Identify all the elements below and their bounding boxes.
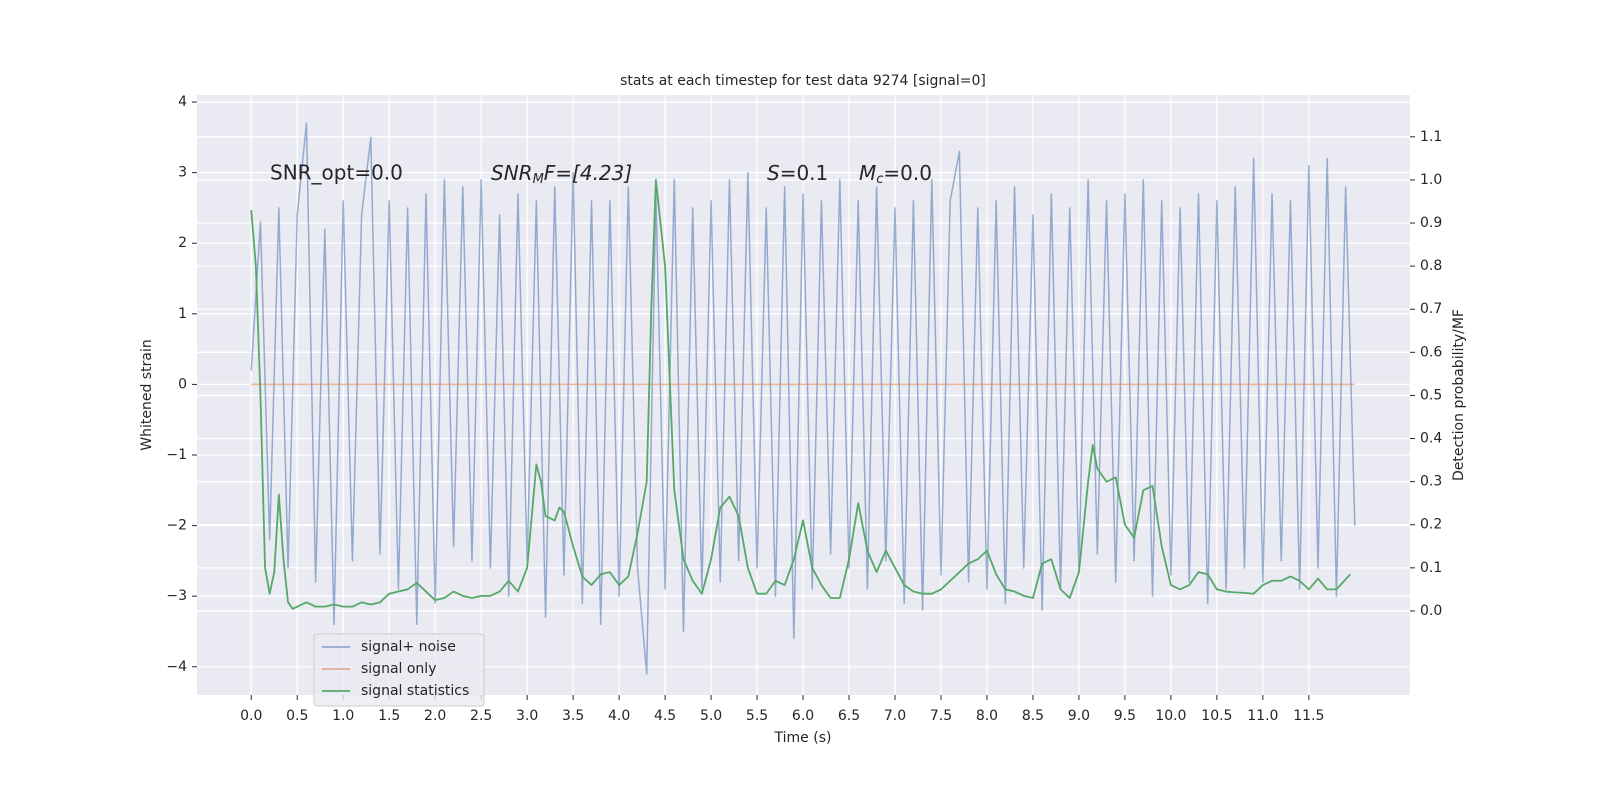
x-tick-label: 1.5: [378, 708, 400, 724]
legend: signal+ noise signal only signal statistic…: [313, 633, 485, 707]
x-tick-label: 0.0: [240, 708, 262, 724]
legend-label: signal statistics: [361, 683, 469, 699]
y-tick-label: 4: [178, 94, 187, 110]
x-tick-label: 3.5: [562, 708, 584, 724]
x-tick-label: 5.0: [700, 708, 722, 724]
annotation-part: =0.0: [883, 161, 932, 185]
x-tick-label: 6.0: [792, 708, 814, 724]
annotation-part: M: [533, 172, 544, 187]
x-tick-label: 8.0: [976, 708, 998, 724]
x-tick-label: 10.0: [1155, 708, 1186, 724]
y2-tick-label: 1.1: [1420, 129, 1442, 145]
y-tick-label: −4: [166, 659, 187, 675]
y-tick-label: −1: [166, 447, 187, 463]
annotation: SNRMF=[4.23]: [491, 161, 632, 187]
annotation-part: =0.1: [780, 161, 829, 185]
y2-tick-label: 0.4: [1420, 431, 1442, 447]
x-tick-label: 2.0: [424, 708, 446, 724]
legend-box: [313, 633, 485, 707]
x-tick-label: 4.5: [654, 708, 676, 724]
annotation: SNR_opt=0.0: [270, 161, 403, 185]
legend-label: signal+ noise: [361, 639, 456, 655]
axes: 0.0 0.5 1.0 1.5 2.0 2.5 3.0 3.5 4.0 4.5 5.0 5.5 6.0 6…: [166, 94, 1442, 724]
y2-tick-label: 0.0: [1420, 603, 1442, 619]
legend-label: signal only: [361, 661, 436, 677]
x-tick-label: 7.0: [884, 708, 906, 724]
x-tick-label: 5.5: [746, 708, 768, 724]
x-tick-label: 10.5: [1201, 708, 1232, 724]
y2-tick-label: 0.9: [1420, 215, 1442, 231]
annotation: S=0.1: [767, 161, 828, 185]
x-tick-label: 2.5: [470, 708, 492, 724]
y2-axis-label: Detection probability/MF: [1451, 309, 1467, 481]
annotation-part: SNR: [491, 161, 533, 185]
y2-tick-label: 1.0: [1420, 172, 1442, 188]
y2-tick-label: 0.2: [1420, 517, 1442, 533]
y2-tick-label: 0.6: [1420, 344, 1442, 360]
annotation-part: S: [767, 161, 780, 185]
y-tick-label: −2: [166, 518, 187, 534]
chart-title: stats at each timestep for test data 927…: [620, 73, 986, 89]
marks: [250, 122, 1356, 675]
y2-tick-label: 0.3: [1420, 474, 1442, 490]
x-tick-label: 3.0: [516, 708, 538, 724]
x-tick-label: 0.5: [286, 708, 308, 724]
x-axis-label: Time (s): [774, 730, 832, 746]
x-tick-label: 7.5: [930, 708, 952, 724]
annotation: Mc=0.0: [859, 161, 932, 187]
x-tick-label: 1.0: [332, 708, 354, 724]
y-tick-label: 0: [178, 376, 187, 392]
annotation-part: c: [876, 172, 883, 187]
y2-tick-label: 0.7: [1420, 301, 1442, 317]
x-tick-label: 8.5: [1022, 708, 1044, 724]
y2-tick-label: 0.5: [1420, 387, 1442, 403]
series-line: [250, 122, 1356, 675]
x-tick-label: 11.0: [1247, 708, 1278, 724]
annotation-part: F=[4.23]: [544, 161, 632, 185]
y2-tick-label: 0.1: [1420, 560, 1442, 576]
y-tick-label: −3: [166, 588, 187, 604]
x-tick-label: 9.0: [1068, 708, 1090, 724]
x-tick-label: 9.5: [1114, 708, 1136, 724]
series-line: [250, 179, 1351, 610]
x-tick-label: 6.5: [838, 708, 860, 724]
y-tick-label: 2: [178, 235, 187, 251]
y-tick-label: 1: [178, 306, 187, 322]
y-tick-label: 3: [178, 165, 187, 181]
annotation-part: M: [859, 161, 876, 185]
y2-tick-label: 0.8: [1420, 258, 1442, 274]
x-tick-label: 4.0: [608, 708, 630, 724]
x-tick-label: 11.5: [1293, 708, 1324, 724]
y-axis-label: Whitened strain: [139, 339, 155, 450]
